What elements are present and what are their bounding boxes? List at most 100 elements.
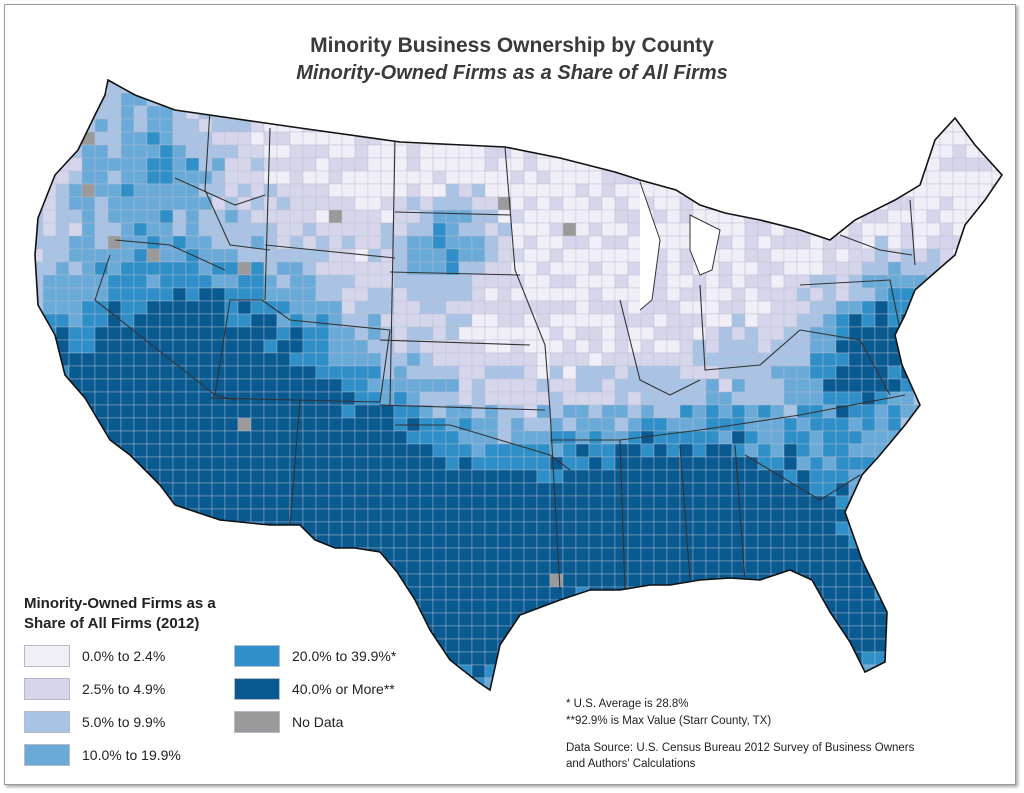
county-cell xyxy=(874,664,889,679)
county-cell xyxy=(549,313,564,328)
county-cell xyxy=(549,183,564,198)
county-cell xyxy=(133,495,148,510)
county-cell xyxy=(627,404,642,419)
county-cell xyxy=(289,534,304,549)
county-cell xyxy=(393,586,408,601)
county-cell xyxy=(328,586,343,601)
county-cell xyxy=(510,157,525,172)
county-cell xyxy=(406,365,421,380)
county-cell xyxy=(133,443,148,458)
county-cell xyxy=(289,508,304,523)
county-cell xyxy=(796,105,811,120)
county-cell xyxy=(536,183,551,198)
county-cell xyxy=(835,573,850,588)
county-cell xyxy=(393,456,408,471)
county-cell xyxy=(666,625,681,640)
legend-label: 20.0% to 39.9%* xyxy=(292,648,397,664)
county-cell xyxy=(601,495,616,510)
county-cell xyxy=(302,326,317,341)
county-cell xyxy=(783,92,798,107)
county-cell xyxy=(562,677,577,690)
county-cell xyxy=(861,131,876,146)
county-cell xyxy=(614,391,629,406)
county-cell xyxy=(146,352,161,367)
county-cell xyxy=(68,547,83,562)
county-cell xyxy=(640,352,655,367)
county-cell xyxy=(978,560,993,575)
county-cell xyxy=(380,196,395,211)
county-cell xyxy=(640,80,655,94)
county-cell xyxy=(523,547,538,562)
county-cell xyxy=(510,482,525,497)
county-cell xyxy=(315,157,330,172)
county-cell xyxy=(653,677,668,690)
county-cell xyxy=(510,261,525,276)
county-cell xyxy=(835,534,850,549)
county-cell xyxy=(107,326,122,341)
county-cell xyxy=(328,222,343,237)
county-cell xyxy=(81,326,96,341)
legend-title-line1: Minority-Owned Firms as a xyxy=(24,595,216,612)
county-cell xyxy=(159,118,174,133)
county-cell xyxy=(861,287,876,302)
county-cell xyxy=(887,443,902,458)
county-cell xyxy=(913,664,928,679)
county-cell xyxy=(822,456,837,471)
county-cell xyxy=(666,118,681,133)
county-cell xyxy=(367,430,382,445)
county-cell xyxy=(186,691,199,704)
county-cell xyxy=(757,378,772,393)
county-cell xyxy=(835,300,850,315)
county-cell xyxy=(302,80,317,94)
county-cell xyxy=(250,339,265,354)
county-cell xyxy=(302,365,317,380)
county-cell xyxy=(406,274,421,289)
county-cell xyxy=(120,573,135,588)
county-cell xyxy=(601,352,616,367)
county-cell xyxy=(458,92,473,107)
county-cell xyxy=(185,573,200,588)
county-cell xyxy=(432,274,447,289)
county-cell xyxy=(432,235,447,250)
county-cell xyxy=(94,365,109,380)
county-cell xyxy=(42,339,57,354)
county-cell xyxy=(497,430,512,445)
county-cell xyxy=(796,534,811,549)
county-cell xyxy=(705,612,720,627)
data-source-line1: Data Source: U.S. Census Bureau 2012 Sur… xyxy=(566,742,915,754)
county-cell xyxy=(627,625,642,640)
county-cell xyxy=(237,222,252,237)
county-cell xyxy=(796,495,811,510)
county-cell xyxy=(861,261,876,276)
county-cell xyxy=(133,287,148,302)
county-cell xyxy=(770,651,785,666)
county-cell xyxy=(588,521,603,536)
county-cell xyxy=(848,287,863,302)
county-cell xyxy=(627,196,642,211)
county-cell xyxy=(107,547,122,562)
county-cell xyxy=(211,677,226,690)
county-cell xyxy=(640,443,655,458)
county-cell xyxy=(705,274,720,289)
county-cell xyxy=(107,508,122,523)
county-cell xyxy=(523,170,538,185)
county-cell xyxy=(237,300,252,315)
county-cell xyxy=(380,92,395,107)
county-cell xyxy=(991,521,1002,536)
county-cell xyxy=(900,638,915,653)
county-cell xyxy=(146,235,161,250)
county-cell xyxy=(263,573,278,588)
county-cell xyxy=(497,599,512,614)
county-cell xyxy=(289,352,304,367)
county-cell xyxy=(315,508,330,523)
county-cell xyxy=(575,638,590,653)
county-cell xyxy=(705,664,720,679)
county-cell xyxy=(705,339,720,354)
county-cell xyxy=(588,131,603,146)
county-cell xyxy=(614,677,629,690)
county-cell xyxy=(718,274,733,289)
county-cell xyxy=(510,105,525,120)
county-cell xyxy=(250,430,265,445)
county-cell xyxy=(419,443,434,458)
county-cell xyxy=(250,209,265,224)
